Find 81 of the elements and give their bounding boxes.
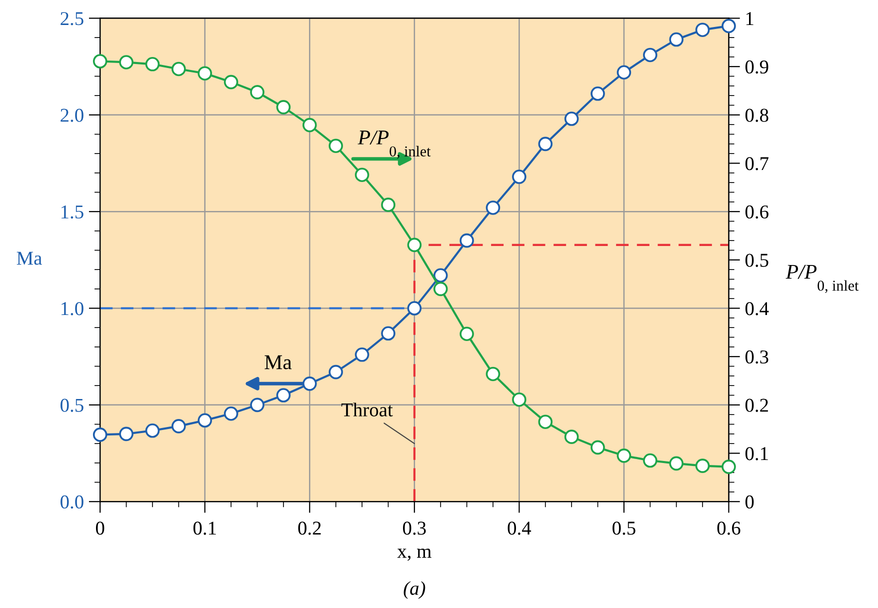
x-tick-label: 0.4 xyxy=(508,522,532,535)
y2-tick-label: 0.6 xyxy=(745,205,768,219)
point xyxy=(538,136,553,152)
y2-tick-label: 0.9 xyxy=(745,60,768,74)
y2-tick-label: 0.2 xyxy=(745,398,768,412)
point xyxy=(302,376,317,391)
point xyxy=(276,100,291,114)
point xyxy=(198,66,212,80)
y2-tick-label: 0.4 xyxy=(745,302,769,316)
point xyxy=(538,414,553,429)
x-tick-label: 0.6 xyxy=(717,522,740,535)
point xyxy=(172,62,186,76)
point xyxy=(616,65,632,80)
y-tick-label: 2.0 xyxy=(60,108,84,122)
annotation: P/P0, inlet xyxy=(358,130,431,159)
point xyxy=(669,32,684,47)
point xyxy=(381,198,396,212)
y2-tick-label: 1 xyxy=(746,12,754,25)
y2-axis-title: P/P0, inlet xyxy=(786,264,859,293)
point xyxy=(354,348,370,362)
annotation: Ma xyxy=(264,355,292,370)
point xyxy=(119,426,134,442)
point xyxy=(460,326,474,342)
point xyxy=(616,448,632,463)
point xyxy=(145,57,160,72)
y-tick-label: 0.0 xyxy=(60,495,84,509)
y2-tick-label: 0.3 xyxy=(745,350,768,364)
y-tick-label: 0.5 xyxy=(60,398,84,412)
y2-tick-label: 0 xyxy=(745,495,754,509)
point xyxy=(92,54,108,68)
point xyxy=(276,388,291,402)
x-axis-title: x, m xyxy=(397,548,432,561)
point xyxy=(172,419,186,434)
point xyxy=(590,440,605,455)
point xyxy=(695,22,710,37)
point xyxy=(486,366,500,382)
point xyxy=(486,200,500,215)
point xyxy=(722,460,736,474)
x-tick-label: 0.2 xyxy=(298,522,321,535)
point xyxy=(590,86,605,101)
y-tick-label: 1.0 xyxy=(62,302,84,316)
point xyxy=(145,423,160,438)
annotation: Throat xyxy=(341,402,393,416)
point xyxy=(119,55,134,70)
point xyxy=(433,282,448,296)
x-tick-label: 0.5 xyxy=(612,522,636,535)
y2-tick-label: 0.1 xyxy=(745,447,768,460)
point xyxy=(460,233,474,248)
point xyxy=(198,413,212,428)
point xyxy=(643,48,658,62)
point xyxy=(224,74,238,90)
point xyxy=(433,268,448,283)
x-tick-label: 0.1 xyxy=(193,522,216,535)
point xyxy=(381,326,396,341)
y-tick-label: 2.5 xyxy=(60,12,84,26)
point xyxy=(695,458,710,473)
y-tick-label: 1.5 xyxy=(62,205,84,219)
y2-tick-label: 0.8 xyxy=(745,108,768,122)
point xyxy=(250,398,264,412)
point xyxy=(250,85,264,100)
y2-tick-label: 0.5 xyxy=(745,254,768,267)
point xyxy=(302,118,317,132)
point xyxy=(407,301,422,316)
point xyxy=(512,392,526,407)
point xyxy=(328,364,343,380)
point xyxy=(92,428,108,442)
point xyxy=(643,453,658,468)
point xyxy=(512,170,526,184)
text: (a) xyxy=(404,581,426,599)
point xyxy=(564,112,579,126)
point xyxy=(407,238,422,252)
y2-tick-label: 0.7 xyxy=(745,157,768,170)
point xyxy=(354,168,370,182)
y-axis-title: Ma xyxy=(16,252,42,265)
x-tick-label: 0.3 xyxy=(403,522,426,535)
point xyxy=(328,138,343,153)
point xyxy=(224,406,238,421)
point xyxy=(564,430,579,444)
point xyxy=(669,456,684,471)
x-tick-label: 0 xyxy=(96,522,104,535)
point xyxy=(722,18,736,34)
